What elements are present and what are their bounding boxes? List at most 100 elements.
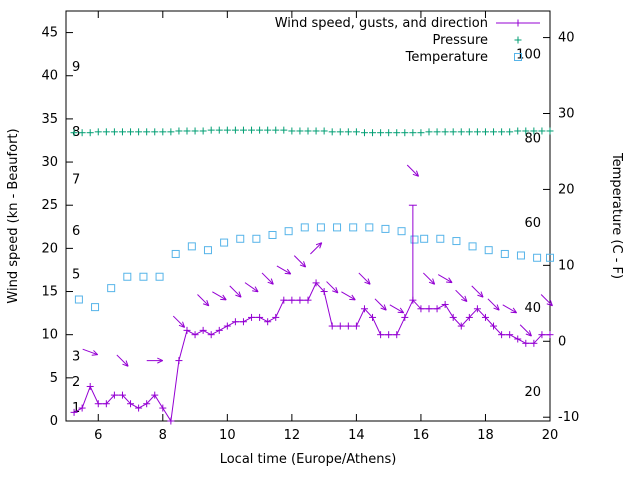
y2-tick-label: 10 xyxy=(558,258,575,273)
wind-point xyxy=(239,318,247,326)
wind-point xyxy=(280,296,288,304)
wind-point xyxy=(328,322,336,330)
wind-point xyxy=(546,331,554,339)
wind-point xyxy=(522,339,530,347)
pressure-point xyxy=(336,128,344,136)
wind-point xyxy=(167,417,175,425)
wind-arrow xyxy=(358,272,371,285)
temperature-point xyxy=(91,303,100,312)
pressure-point xyxy=(167,128,175,136)
wind-arrow xyxy=(455,289,468,302)
pressure-point xyxy=(143,128,151,136)
wind-point xyxy=(70,408,78,416)
temperature-point xyxy=(171,249,180,258)
temperature-point xyxy=(397,227,406,236)
y-tick-label: 5 xyxy=(50,371,58,386)
temperature-point xyxy=(220,238,229,247)
wind-arrow xyxy=(341,291,356,301)
wind-point xyxy=(207,331,215,339)
wind-point xyxy=(514,335,522,343)
wind-point xyxy=(296,296,304,304)
wind-arrow xyxy=(540,294,553,307)
wind-point xyxy=(151,391,159,399)
wind-arrow xyxy=(310,242,323,255)
pressure-point xyxy=(215,126,223,134)
wind-arrow xyxy=(487,298,500,311)
temperature-point xyxy=(236,234,245,243)
wind-point xyxy=(191,331,199,339)
wind-arrow xyxy=(244,282,259,293)
wind-point xyxy=(498,331,506,339)
wind-point xyxy=(441,300,449,308)
wind-point xyxy=(425,305,433,313)
fahrenheit-label: 40 xyxy=(524,301,541,316)
legend-sample-marker xyxy=(514,53,522,61)
y-tick-label: 30 xyxy=(41,155,58,170)
pressure-point xyxy=(401,129,409,137)
pressure-point xyxy=(385,129,393,137)
wind-point xyxy=(344,322,352,330)
temperature-point xyxy=(139,272,148,281)
legend-entry: Temperature xyxy=(405,50,522,65)
temperature-point xyxy=(107,284,116,293)
x-tick-label: 18 xyxy=(477,428,494,443)
wind-point xyxy=(320,288,328,296)
y2-tick-label: -10 xyxy=(558,410,579,425)
temperature-point xyxy=(123,272,132,281)
wind-point xyxy=(183,326,191,334)
wind-arrow xyxy=(326,281,339,294)
temperature-point xyxy=(516,251,525,260)
temperature-series xyxy=(74,223,554,312)
x-tick-label: 8 xyxy=(159,428,167,443)
pressure-point xyxy=(94,128,102,136)
beaufort-label: 2 xyxy=(72,375,80,390)
wind-line xyxy=(73,282,550,423)
pressure-point xyxy=(288,127,296,135)
pressure-point xyxy=(86,129,94,137)
temperature-point xyxy=(316,223,325,232)
pressure-point xyxy=(207,126,215,134)
pressure-point xyxy=(369,129,377,137)
pressure-point xyxy=(118,128,126,136)
temperature-point xyxy=(284,227,293,236)
wind-arrow xyxy=(519,324,532,337)
wind-point xyxy=(304,296,312,304)
fahrenheit-label: 100 xyxy=(516,47,541,62)
pressure-point xyxy=(498,128,506,136)
wind-point xyxy=(393,331,401,339)
wind-point xyxy=(288,296,296,304)
pressure-point xyxy=(377,129,385,137)
temperature-point xyxy=(155,272,164,281)
fahrenheit-label: 80 xyxy=(524,132,541,147)
wind-series xyxy=(70,279,554,425)
wind-arrow xyxy=(172,315,186,328)
y2-tick-label: 20 xyxy=(558,182,575,197)
temperature-point xyxy=(203,246,212,255)
wind-arrow xyxy=(146,357,163,364)
axes-layer: 6 8 10 12 14 16 18 20051015202530354045-1001020… xyxy=(41,10,579,443)
wind-point xyxy=(481,313,489,321)
pressure-point xyxy=(175,127,183,135)
pressure-point xyxy=(151,128,159,136)
pressure-point xyxy=(191,127,199,135)
temperature-point xyxy=(333,223,342,232)
wind-point xyxy=(385,331,393,339)
pressure-point xyxy=(102,128,110,136)
wind-point xyxy=(78,404,86,412)
beaufort-label: 3 xyxy=(72,349,80,364)
pressure-point xyxy=(78,129,86,137)
wind-arrow xyxy=(422,272,436,285)
wind-point xyxy=(272,313,280,321)
wind-point xyxy=(86,382,94,390)
pressure-point xyxy=(70,129,78,137)
pressure-point xyxy=(490,128,498,136)
y-tick-label: 0 xyxy=(50,414,58,429)
temperature-point xyxy=(381,224,390,233)
wind-point xyxy=(336,322,344,330)
y-tick-label: 20 xyxy=(41,241,58,256)
wind-point xyxy=(538,331,546,339)
pressure-point xyxy=(248,126,256,134)
temperature-point xyxy=(546,253,554,262)
wind-point xyxy=(473,305,481,313)
